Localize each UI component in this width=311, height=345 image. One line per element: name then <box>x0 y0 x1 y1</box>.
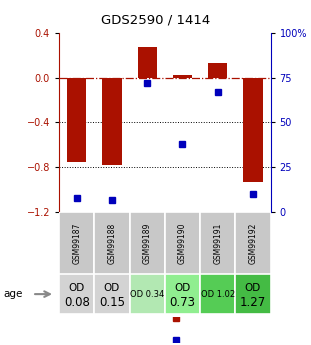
Bar <box>130 212 165 274</box>
Text: OD: OD <box>174 283 191 293</box>
Bar <box>235 274 271 314</box>
Text: 0.08: 0.08 <box>64 296 90 309</box>
Bar <box>200 212 235 274</box>
Bar <box>208 63 227 78</box>
Bar <box>165 274 200 314</box>
Text: 0.15: 0.15 <box>99 296 125 309</box>
Text: OD 1.02: OD 1.02 <box>201 289 235 299</box>
Bar <box>243 78 262 182</box>
Bar <box>137 47 157 78</box>
Bar <box>235 212 271 274</box>
Bar <box>59 212 94 274</box>
Text: OD 0.34: OD 0.34 <box>130 289 164 299</box>
Text: GSM99192: GSM99192 <box>248 223 258 264</box>
Text: GSM99191: GSM99191 <box>213 223 222 264</box>
Text: GSM99187: GSM99187 <box>72 223 81 264</box>
Bar <box>102 78 122 165</box>
Text: GDS2590 / 1414: GDS2590 / 1414 <box>101 14 210 27</box>
Bar <box>94 274 130 314</box>
Bar <box>94 212 130 274</box>
Bar <box>67 78 86 162</box>
Text: 0.73: 0.73 <box>169 296 195 309</box>
Text: GSM99189: GSM99189 <box>143 223 152 264</box>
Bar <box>165 212 200 274</box>
Text: OD: OD <box>69 283 85 293</box>
Bar <box>173 75 192 78</box>
Bar <box>59 274 94 314</box>
Text: OD: OD <box>104 283 120 293</box>
Text: GSM99190: GSM99190 <box>178 223 187 264</box>
Text: OD: OD <box>245 283 261 293</box>
Text: age: age <box>3 289 22 299</box>
Bar <box>200 274 235 314</box>
Text: 1.27: 1.27 <box>240 296 266 309</box>
Text: GSM99188: GSM99188 <box>108 223 116 264</box>
Bar <box>130 274 165 314</box>
